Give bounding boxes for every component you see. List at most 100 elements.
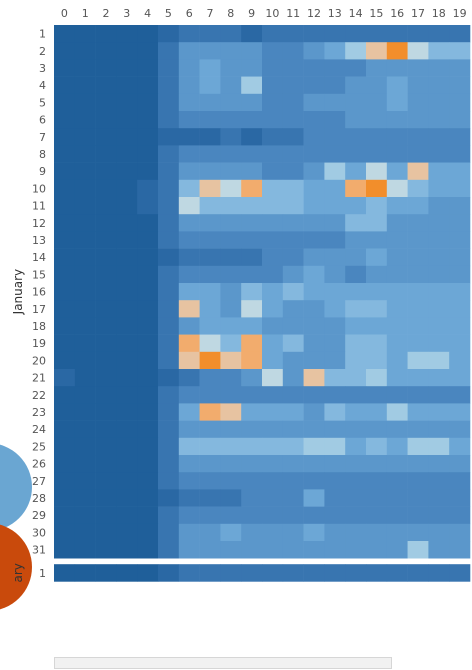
y-tick-label: 31 bbox=[32, 544, 46, 557]
heatmap-cell bbox=[283, 180, 304, 198]
heatmap-cell bbox=[262, 507, 283, 524]
heatmap-cell bbox=[366, 472, 387, 490]
heatmap-cell bbox=[241, 438, 262, 456]
heatmap-cell bbox=[262, 300, 283, 318]
heatmap-cell bbox=[179, 472, 200, 490]
x-tick-label: 0 bbox=[61, 7, 68, 20]
heatmap-cell bbox=[408, 524, 429, 542]
heatmap-cell bbox=[54, 111, 75, 129]
heatmap-cell bbox=[387, 180, 408, 198]
heatmap-cell bbox=[179, 25, 200, 43]
heatmap-cell bbox=[345, 541, 366, 559]
heatmap-cell bbox=[283, 231, 304, 249]
heatmap-cell bbox=[75, 94, 96, 112]
heatmap-cell bbox=[200, 403, 221, 421]
heatmap-cell bbox=[408, 59, 429, 77]
heatmap-cell bbox=[304, 128, 325, 146]
heatmap-cell bbox=[304, 317, 325, 335]
heatmap-cell bbox=[262, 335, 283, 353]
heatmap-cell bbox=[366, 300, 387, 318]
heatmap-cell bbox=[116, 111, 137, 129]
heatmap-cell bbox=[387, 403, 408, 421]
heatmap-cell bbox=[137, 111, 158, 129]
heatmap-cell bbox=[428, 42, 449, 60]
heatmap-cell bbox=[54, 472, 75, 490]
heatmap-cell bbox=[241, 335, 262, 353]
heatmap-cell bbox=[179, 455, 200, 473]
heatmap-cell bbox=[428, 564, 449, 582]
heatmap-cell bbox=[96, 489, 117, 507]
heatmap-cell bbox=[428, 421, 449, 439]
heatmap-cell bbox=[324, 564, 345, 582]
heatmap-cell bbox=[324, 231, 345, 249]
y-tick-label: 4 bbox=[39, 79, 46, 92]
heatmap-cell bbox=[220, 197, 241, 215]
heatmap-cell bbox=[408, 317, 429, 335]
heatmap-cell bbox=[387, 489, 408, 507]
heatmap-cell bbox=[387, 111, 408, 129]
y-tick-label: 20 bbox=[32, 354, 46, 367]
heatmap-cell bbox=[408, 214, 429, 232]
heatmap-cell bbox=[96, 214, 117, 232]
heatmap-cell bbox=[428, 524, 449, 542]
heatmap-cell bbox=[137, 59, 158, 77]
heatmap-cell bbox=[116, 541, 137, 559]
heatmap-cell bbox=[241, 266, 262, 284]
heatmap-cell bbox=[75, 128, 96, 146]
heatmap-cell bbox=[220, 335, 241, 353]
heatmap-cell bbox=[241, 421, 262, 439]
heatmap-cell bbox=[408, 42, 429, 60]
heatmap-cell bbox=[449, 249, 470, 267]
heatmap-cell bbox=[158, 163, 179, 181]
heatmap-cell bbox=[345, 25, 366, 43]
heatmap-cell bbox=[262, 472, 283, 490]
heatmap-cell bbox=[179, 214, 200, 232]
heatmap-cell bbox=[116, 455, 137, 473]
heatmap-cell bbox=[200, 455, 221, 473]
heatmap-cell bbox=[324, 128, 345, 146]
heatmap-cell bbox=[366, 541, 387, 559]
heatmap-cell bbox=[324, 214, 345, 232]
heatmap-cell bbox=[137, 42, 158, 60]
y-tick-label: 10 bbox=[32, 182, 46, 195]
x-tick-label: 14 bbox=[349, 7, 363, 20]
heatmap-cell bbox=[408, 335, 429, 353]
heatmap-cell bbox=[241, 352, 262, 370]
horizontal-scrollbar[interactable] bbox=[54, 657, 392, 669]
heatmap-cell bbox=[241, 180, 262, 198]
heatmap-cell bbox=[262, 111, 283, 129]
heatmap-cell bbox=[283, 369, 304, 387]
heatmap-cell bbox=[54, 564, 75, 582]
heatmap-cell bbox=[137, 507, 158, 524]
heatmap-cell bbox=[158, 472, 179, 490]
heatmap-cell bbox=[304, 352, 325, 370]
heatmap-cell bbox=[75, 163, 96, 181]
heatmap-cell bbox=[366, 42, 387, 60]
heatmap-cell bbox=[241, 59, 262, 77]
heatmap-cell bbox=[200, 163, 221, 181]
heatmap-cell bbox=[200, 249, 221, 267]
heatmap-cell bbox=[304, 472, 325, 490]
heatmap-cell bbox=[345, 421, 366, 439]
heatmap-cell bbox=[241, 111, 262, 129]
heatmap-cell bbox=[408, 163, 429, 181]
heatmap-cell bbox=[408, 231, 429, 249]
heatmap-cell bbox=[366, 214, 387, 232]
heatmap-cell bbox=[116, 300, 137, 318]
heatmap-cell bbox=[283, 472, 304, 490]
heatmap-cell bbox=[387, 94, 408, 112]
y-tick-label: 26 bbox=[32, 458, 46, 471]
heatmap-cell bbox=[387, 266, 408, 284]
heatmap-cell bbox=[449, 94, 470, 112]
heatmap-cell bbox=[75, 42, 96, 60]
heatmap-cells bbox=[54, 25, 470, 582]
y-tick-label: 1 bbox=[39, 28, 46, 41]
heatmap-cell bbox=[366, 94, 387, 112]
heatmap-cell bbox=[158, 335, 179, 353]
x-tick-label: 16 bbox=[390, 7, 404, 20]
heatmap-cell bbox=[200, 489, 221, 507]
heatmap-cell bbox=[75, 25, 96, 43]
heatmap-cell bbox=[75, 197, 96, 215]
heatmap-cell bbox=[241, 231, 262, 249]
heatmap-cell bbox=[200, 507, 221, 524]
